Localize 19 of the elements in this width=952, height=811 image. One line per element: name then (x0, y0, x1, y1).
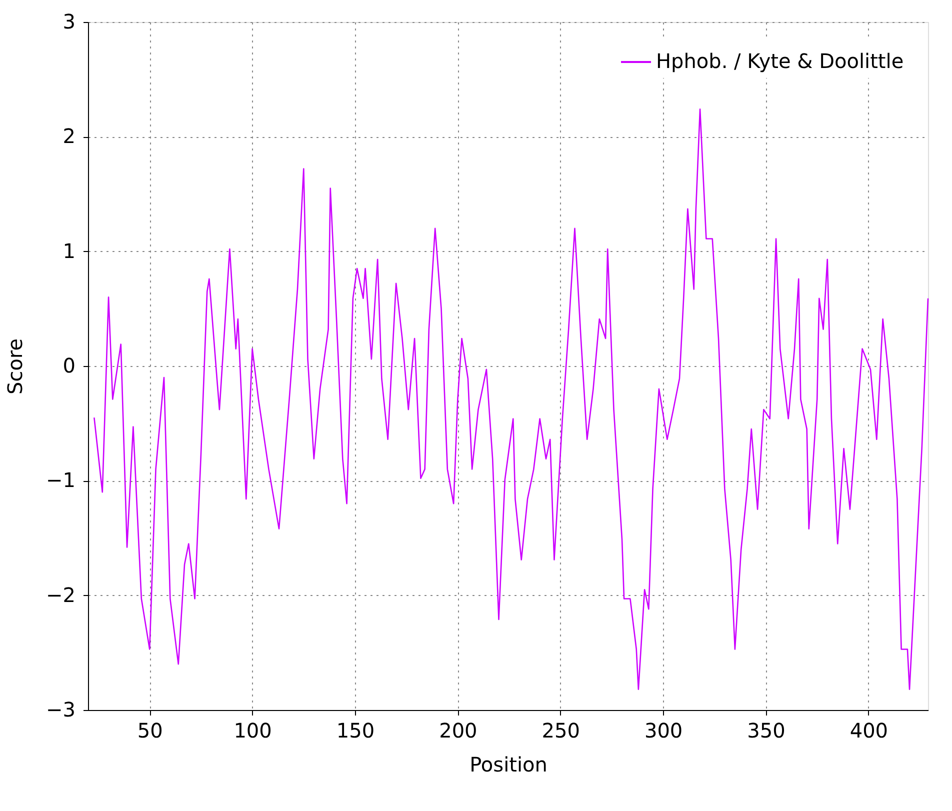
x-tick-label: 150 (336, 718, 375, 742)
y-tick-label: 0 (62, 354, 76, 378)
y-axis-title: Score (3, 338, 28, 395)
y-tick-label: 2 (62, 124, 76, 148)
y-tick-label: 1 (62, 238, 76, 263)
x-tick-label: 200 (439, 718, 478, 742)
y-tick-label: −1 (46, 468, 76, 492)
x-tick-label: 100 (234, 718, 272, 742)
legend-label: Hphob. / Kyte & Doolittle (656, 49, 904, 73)
y-tick-label: −2 (46, 582, 76, 607)
x-tick-label: 250 (542, 718, 580, 742)
x-tick-label: 50 (137, 718, 163, 742)
x-axis-title: Position (470, 752, 548, 776)
line-series (94, 108, 929, 690)
x-tick-label: 350 (747, 718, 786, 742)
y-tick-label: 3 (62, 10, 76, 34)
x-tick-label: 400 (850, 718, 888, 742)
y-tick-label: −3 (46, 698, 76, 722)
x-tick-label: 300 (644, 718, 683, 742)
